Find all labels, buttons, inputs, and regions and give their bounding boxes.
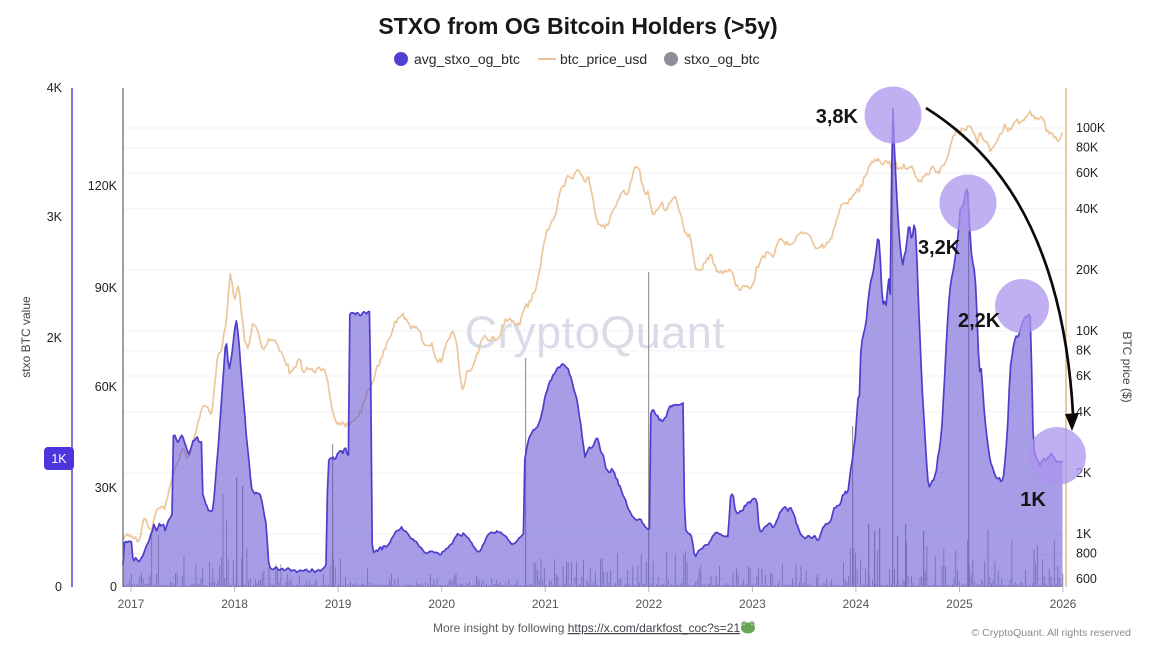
svg-text:0: 0: [55, 580, 62, 594]
svg-text:More insight by following http: More insight by following https://x.com/…: [433, 621, 740, 635]
svg-text:2023: 2023: [739, 597, 766, 611]
svg-text:3,2K: 3,2K: [918, 237, 961, 259]
svg-text:stxo_og_btc: stxo_og_btc: [684, 51, 760, 67]
svg-text:3K: 3K: [47, 210, 63, 224]
svg-text:20K: 20K: [1076, 263, 1099, 277]
svg-text:10K: 10K: [1076, 324, 1099, 338]
svg-text:1K: 1K: [1020, 489, 1046, 511]
svg-text:2022: 2022: [635, 597, 662, 611]
svg-text:0: 0: [110, 580, 117, 594]
svg-text:60K: 60K: [1076, 166, 1099, 180]
svg-text:8K: 8K: [1076, 344, 1092, 358]
svg-text:2017: 2017: [118, 597, 145, 611]
svg-text:6K: 6K: [1076, 369, 1092, 383]
svg-text:© CryptoQuant. All rights rese: © CryptoQuant. All rights reserved: [972, 627, 1132, 639]
svg-text:4K: 4K: [1076, 405, 1092, 419]
svg-text:30K: 30K: [95, 481, 118, 495]
svg-text:80K: 80K: [1076, 141, 1099, 155]
svg-text:120K: 120K: [88, 179, 118, 193]
svg-text:90K: 90K: [95, 281, 118, 295]
svg-text:4K: 4K: [47, 81, 63, 95]
svg-text:2018: 2018: [221, 597, 248, 611]
svg-text:avg_stxo_og_btc: avg_stxo_og_btc: [414, 51, 520, 67]
svg-text:1K: 1K: [51, 452, 67, 466]
svg-text:2,2K: 2,2K: [958, 310, 1001, 332]
svg-text:CryptoQuant: CryptoQuant: [465, 307, 726, 358]
svg-text:3,8K: 3,8K: [816, 106, 859, 128]
svg-text:2020: 2020: [428, 597, 455, 611]
svg-text:2025: 2025: [946, 597, 973, 611]
svg-text:STXO from OG Bitcoin Holders (: STXO from OG Bitcoin Holders (>5y): [378, 13, 777, 39]
svg-text:2024: 2024: [843, 597, 870, 611]
svg-text:BTC price ($): BTC price ($): [1120, 331, 1134, 402]
svg-text:800: 800: [1076, 547, 1097, 561]
svg-text:2019: 2019: [325, 597, 352, 611]
svg-text:600: 600: [1076, 572, 1097, 586]
svg-text:40K: 40K: [1076, 202, 1099, 216]
svg-text:btc_price_usd: btc_price_usd: [560, 51, 647, 67]
svg-text:100K: 100K: [1076, 121, 1106, 135]
svg-text:1K: 1K: [1076, 527, 1092, 541]
svg-text:2026: 2026: [1050, 597, 1077, 611]
svg-text:stxo BTC value: stxo BTC value: [19, 296, 33, 378]
svg-text:2021: 2021: [532, 597, 559, 611]
svg-text:60K: 60K: [95, 380, 118, 394]
svg-text:2K: 2K: [47, 331, 63, 345]
